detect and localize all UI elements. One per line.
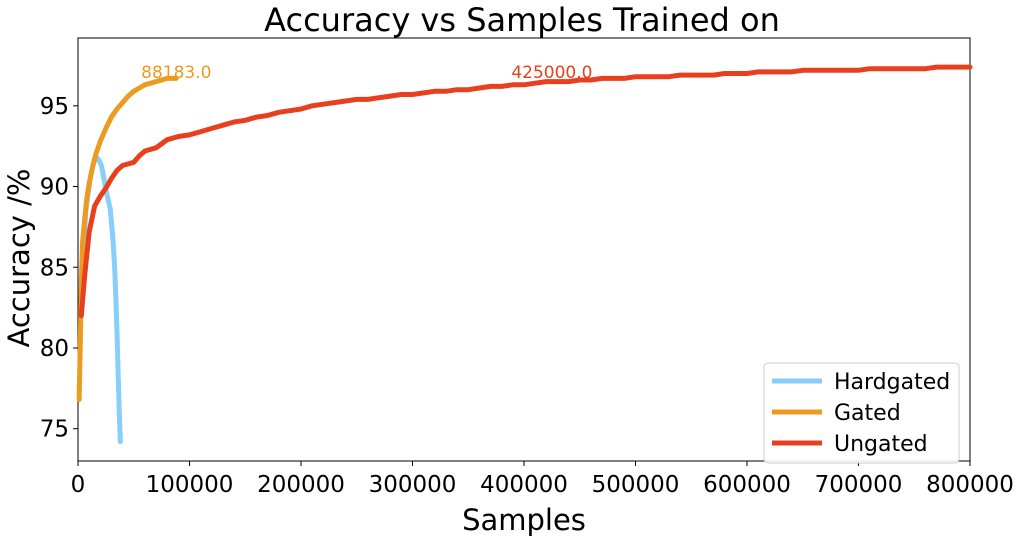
- chart-title: Accuracy vs Samples Trained on: [264, 1, 780, 39]
- x-tick-label: 400000: [480, 472, 568, 498]
- y-tick-label: 90: [40, 175, 69, 201]
- x-tick-label: 300000: [369, 472, 457, 498]
- y-tick-label: 95: [40, 94, 69, 120]
- x-tick-label: 700000: [815, 472, 903, 498]
- legend-label: Gated: [834, 401, 901, 426]
- x-tick-label: 600000: [703, 472, 791, 498]
- legend-box: [763, 362, 960, 464]
- legend: Hardgated Gated Ungated: [763, 362, 960, 464]
- series-line-ungated: [78, 64, 973, 319]
- y-axis-ticks: 75 80 85 90 95: [40, 94, 78, 443]
- annotation-label: 425000.0: [511, 63, 592, 83]
- annotation-layer: 88183.0 425000.0: [141, 63, 592, 83]
- x-axis-ticks: 0 100000 200000 300000 400000 500000 600000 700…: [71, 461, 1014, 498]
- y-tick-label: 80: [40, 336, 69, 362]
- x-tick-label: 500000: [592, 472, 680, 498]
- annotation-label: 88183.0: [141, 63, 211, 83]
- x-tick-label: 200000: [257, 472, 345, 498]
- y-tick-label: 85: [40, 255, 69, 281]
- series-layer: [76, 64, 973, 445]
- series-line-gated: [76, 75, 179, 403]
- y-axis-label: Accuracy /%: [2, 169, 36, 348]
- legend-label: Ungated: [834, 432, 928, 457]
- x-tick-label: 0: [71, 472, 86, 498]
- x-axis-label: Samples: [462, 503, 586, 537]
- y-tick-label: 75: [40, 417, 69, 443]
- x-tick-label: 100000: [146, 472, 234, 498]
- legend-label: Hardgated: [834, 370, 950, 395]
- x-tick-label: 800000: [926, 472, 1014, 498]
